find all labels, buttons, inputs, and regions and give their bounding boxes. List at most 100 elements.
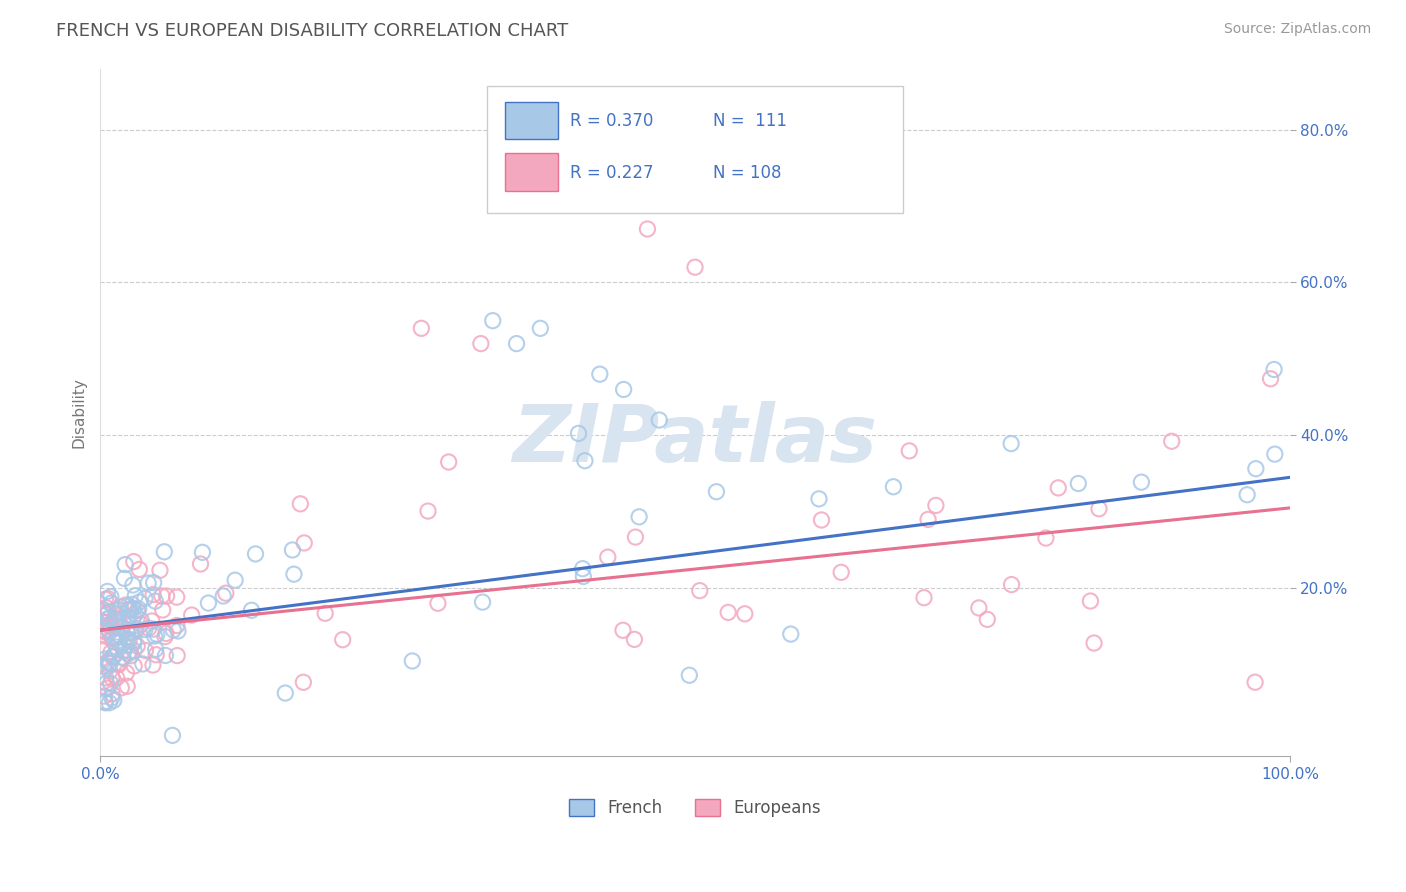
Point [134, 591, 156, 606]
Point [117, 632, 139, 646]
Point [98, 665, 121, 679]
Point [98, 624, 121, 639]
Point [120, 602, 142, 616]
Point [103, 693, 125, 707]
Point [128, 602, 150, 616]
Point [1067, 476, 1090, 491]
Point [1260, 372, 1282, 386]
Point [104, 607, 127, 621]
Point [105, 671, 128, 685]
Point [912, 591, 935, 605]
Point [100, 596, 122, 610]
Point [93, 604, 115, 618]
Point [122, 555, 145, 569]
Point [142, 575, 165, 590]
Point [1130, 475, 1153, 490]
Point [112, 571, 135, 585]
Point [94, 600, 117, 615]
Point [122, 601, 145, 615]
Point [118, 602, 141, 616]
Point [105, 611, 128, 625]
Point [136, 576, 159, 591]
Point [689, 583, 711, 598]
Point [613, 383, 636, 397]
Point [706, 484, 728, 499]
Point [925, 499, 948, 513]
Point [401, 654, 423, 668]
Point [153, 630, 176, 644]
Point [1088, 501, 1111, 516]
Point [96, 584, 118, 599]
Point [101, 650, 124, 665]
Point [505, 336, 527, 351]
Point [162, 728, 184, 742]
Point [122, 643, 145, 657]
FancyBboxPatch shape [505, 153, 558, 191]
Point [100, 676, 122, 690]
Legend: French, Europeans: French, Europeans [562, 792, 828, 823]
Point [101, 631, 124, 645]
Point [118, 645, 141, 659]
Point [166, 648, 188, 663]
Point [108, 657, 131, 672]
Point [274, 686, 297, 700]
Point [103, 629, 125, 643]
Point [111, 650, 134, 665]
Point [100, 590, 122, 604]
Point [101, 631, 124, 645]
Point [122, 659, 145, 673]
Point [470, 336, 492, 351]
Point [97, 605, 120, 619]
Point [146, 627, 169, 641]
Point [103, 649, 125, 664]
Point [94, 695, 117, 709]
Point [128, 562, 150, 576]
Point [115, 665, 138, 680]
Point [94, 652, 117, 666]
Point [103, 648, 125, 663]
Point [112, 644, 135, 658]
Point [416, 504, 439, 518]
Point [108, 603, 131, 617]
Point [810, 513, 832, 527]
Y-axis label: Disability: Disability [72, 377, 86, 448]
Point [110, 621, 132, 635]
Point [117, 599, 139, 613]
Point [131, 617, 153, 632]
Point [683, 260, 706, 275]
Point [143, 629, 166, 643]
Point [121, 598, 143, 612]
Point [97, 611, 120, 625]
Point [290, 497, 312, 511]
Text: N = 108: N = 108 [713, 164, 782, 182]
Point [830, 566, 852, 580]
Point [115, 679, 138, 693]
Text: ZIPatlas: ZIPatlas [513, 401, 877, 479]
Point [623, 632, 645, 647]
Point [105, 634, 128, 648]
Point [96, 676, 118, 690]
Point [125, 622, 148, 636]
Point [93, 624, 115, 639]
Point [110, 630, 132, 644]
Text: N =  111: N = 111 [713, 112, 787, 130]
Point [98, 618, 121, 632]
Point [90, 644, 112, 658]
Point [112, 611, 135, 625]
Point [1035, 531, 1057, 545]
Point [96, 681, 118, 696]
Point [572, 569, 595, 583]
Point [145, 642, 167, 657]
Point [112, 651, 135, 665]
Point [91, 642, 114, 657]
Point [94, 671, 117, 685]
Point [411, 321, 433, 335]
Point [134, 623, 156, 637]
Point [117, 611, 139, 625]
Point [471, 595, 494, 609]
Point [283, 567, 305, 582]
Point [1080, 594, 1102, 608]
Point [98, 657, 121, 671]
Point [142, 588, 165, 602]
Point [166, 618, 188, 632]
